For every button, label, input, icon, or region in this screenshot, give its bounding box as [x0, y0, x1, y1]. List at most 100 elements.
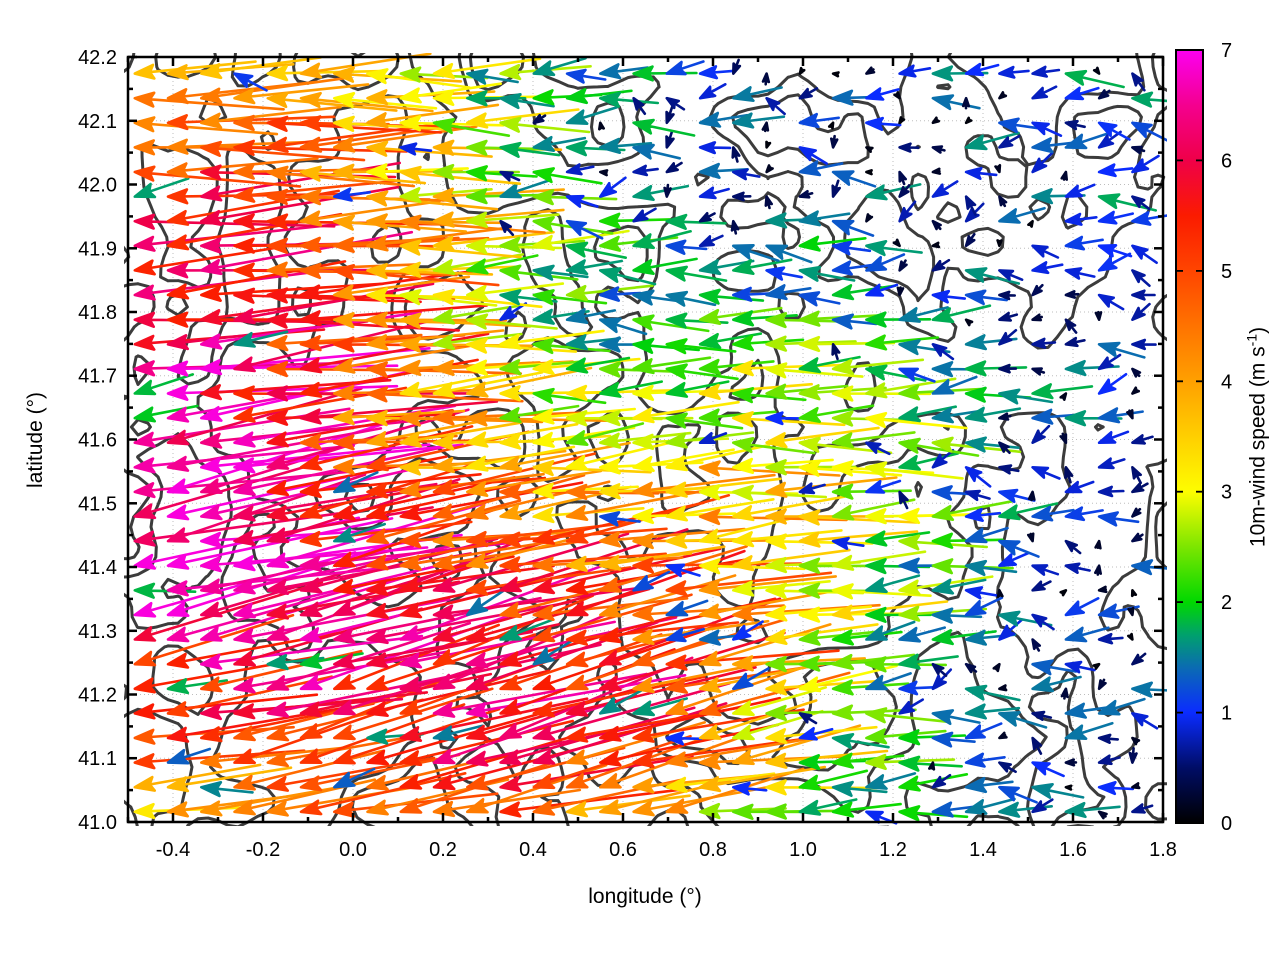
wind-vector-arrow [1064, 466, 1074, 484]
wind-vector-arrow [831, 240, 872, 256]
wind-vector-arrow [865, 461, 964, 480]
wind-vector-arrow [964, 596, 1004, 617]
wind-vector-arrow [166, 766, 293, 793]
wind-vector-arrow [599, 63, 649, 80]
wind-vector-arrow [399, 165, 522, 185]
wind-vector-arrow [798, 112, 840, 129]
wind-vector-arrow [931, 145, 946, 154]
wind-vector-arrow [831, 600, 949, 621]
wind-vector-arrow [1131, 532, 1144, 543]
wind-vector-arrow [1126, 409, 1134, 420]
wind-vector-arrow [565, 356, 631, 374]
wind-vector-arrow [366, 103, 500, 129]
wind-vector-arrow [898, 698, 924, 715]
wind-vector-arrow [499, 170, 521, 182]
wind-vector-arrow [1031, 151, 1054, 174]
wind-vector-arrow [765, 749, 889, 769]
wind-vector-arrow [931, 116, 941, 125]
wind-vector-arrow [865, 530, 931, 547]
wind-vector-arrow [466, 337, 578, 354]
wind-vector-arrow [964, 195, 977, 216]
wind-vector-arrow [998, 539, 1040, 558]
wind-vector-arrow [1064, 506, 1104, 522]
wind-vector-arrow [399, 115, 505, 132]
wind-vector-arrow [998, 195, 1008, 208]
wind-vector-arrow [765, 335, 857, 352]
wind-vector-arrow [998, 711, 1048, 729]
wind-vector-arrow [798, 146, 828, 165]
wind-vector-arrow [399, 697, 589, 742]
wind-vector-arrow [1127, 632, 1134, 641]
wind-vector-arrow [233, 83, 370, 105]
wind-vector-arrow [432, 724, 484, 742]
wind-vector-arrow [732, 620, 764, 641]
wind-vector-arrow [998, 684, 1008, 692]
wind-vector-arrow [798, 769, 869, 791]
wind-vector-arrow [1127, 606, 1135, 617]
wind-vector-arrow [565, 422, 645, 446]
wind-vector-arrow [1031, 505, 1075, 522]
wind-vector-arrow [698, 765, 827, 793]
wind-vector-arrow [898, 755, 963, 772]
wind-vector-arrow [732, 258, 793, 275]
wind-vector-arrow [964, 489, 991, 502]
wind-vector-arrow [1097, 781, 1135, 796]
wind-vector-arrow [166, 747, 212, 765]
wind-vector-arrow [133, 165, 302, 188]
wind-vector-arrow [532, 113, 547, 125]
wind-vector-arrow [632, 448, 735, 472]
wind-vector-arrow [499, 706, 696, 766]
y-tick-label: 41.1 [78, 748, 117, 770]
colorbar-tick-label: 4 [1221, 371, 1232, 393]
wind-vector-arrow [532, 229, 630, 251]
wind-vector-arrow [931, 289, 966, 304]
wind-vector-arrow [1131, 782, 1141, 790]
wind-vector-arrow [998, 551, 1030, 567]
wind-vector-arrow [931, 219, 942, 231]
wind-vector-arrow [998, 412, 1012, 421]
wind-vector-arrow [998, 801, 1053, 818]
wind-vector-arrow [499, 141, 561, 158]
wind-vector-arrow [200, 786, 338, 817]
wind-vector-arrow [599, 169, 609, 177]
wind-vector-arrow [399, 214, 546, 234]
wind-vector-arrow [964, 797, 1016, 815]
wind-vector-arrow [432, 304, 521, 325]
wind-vector-arrow [1131, 466, 1142, 485]
x-tick-label: 0.6 [609, 839, 637, 861]
y-tick-label: 41.7 [78, 366, 117, 388]
wind-vector-arrow [865, 183, 922, 201]
wind-vector-arrow [133, 91, 285, 111]
wind-vector-arrow [632, 184, 690, 201]
wind-vector-arrow [665, 772, 776, 793]
wind-vector-arrow [632, 118, 696, 137]
wind-vector-arrow [865, 240, 923, 257]
wind-vector-arrow [1064, 69, 1125, 89]
wind-vector-arrow [732, 58, 742, 75]
wind-vector-arrow [765, 362, 864, 379]
wind-vector-arrow [466, 254, 539, 275]
wind-vector-arrow [133, 581, 324, 642]
wind-vector-arrow [1097, 430, 1130, 444]
wind-vector-arrow [266, 621, 472, 691]
wind-vector-arrow [1097, 210, 1134, 225]
wind-vector-arrow [698, 212, 716, 223]
wind-vector-arrow [333, 125, 478, 153]
wind-vector-arrow [200, 56, 322, 80]
wind-vector-arrow [732, 548, 851, 572]
wind-vector-arrow [665, 627, 705, 643]
wind-vector-arrow [732, 112, 786, 129]
wind-vector-arrow [964, 267, 1021, 285]
wind-vector-arrow [1097, 121, 1131, 141]
wind-vector-arrow [761, 72, 771, 86]
wind-vector-arrow [499, 63, 592, 81]
wind-vector-arrow [931, 343, 955, 361]
wind-vector-arrow [432, 208, 565, 228]
wind-vector-arrow [764, 195, 773, 210]
wind-vector-arrow [998, 65, 1030, 79]
wind-vector-arrow [865, 116, 902, 131]
wind-vector-arrow [399, 371, 511, 398]
wind-vector-arrow [831, 219, 875, 237]
wind-vector-arrow [333, 408, 466, 426]
wind-vector-arrow [831, 431, 916, 449]
